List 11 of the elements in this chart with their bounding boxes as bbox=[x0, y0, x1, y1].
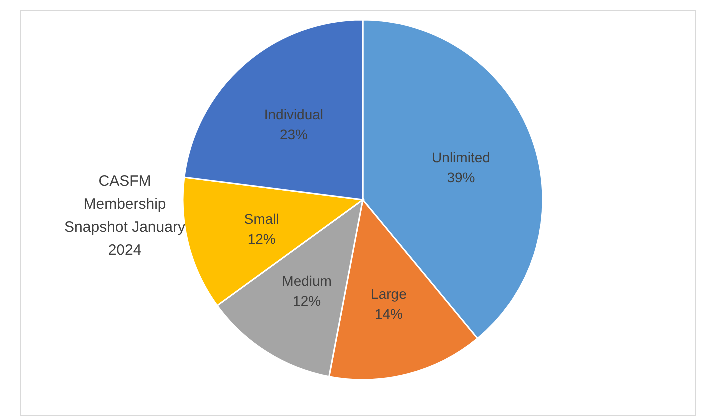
data-label: 12% bbox=[293, 293, 322, 310]
slice-label: Small bbox=[244, 210, 280, 227]
data-label: 39% bbox=[447, 170, 476, 186]
slice-label: Individual bbox=[264, 106, 324, 123]
data-label: 14% bbox=[374, 306, 403, 322]
text: CASFM Membership Snapshot January 2024 bbox=[64, 172, 186, 261]
slice-label: Unlimited bbox=[432, 150, 490, 166]
data-label: 12% bbox=[248, 230, 276, 247]
slice-label: Medium bbox=[282, 273, 332, 290]
slice-label: Large bbox=[371, 286, 408, 302]
data-label: 23% bbox=[280, 126, 308, 143]
